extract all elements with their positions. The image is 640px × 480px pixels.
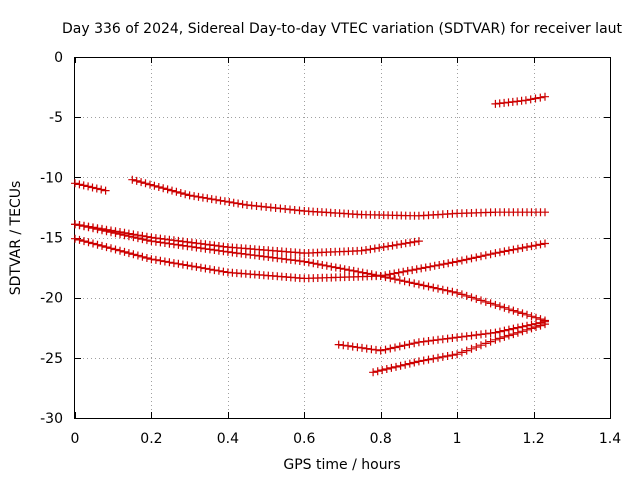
chart-title: Day 336 of 2024, Sidereal Day-to-day VTE… [62,21,623,37]
series-arc6 [334,317,549,355]
data-markers [369,320,549,377]
x-tick-label: 1 [453,431,462,447]
series-arc1 [71,179,110,195]
y-tick-label: -30 [40,411,63,427]
series-arc5 [71,234,549,283]
y-tick-label: -20 [40,291,63,307]
grid [75,57,610,418]
x-tick-label: 0.2 [140,431,162,447]
series-arc7 [369,320,549,377]
y-tick-label: -15 [40,231,63,247]
x-tick-label: 0.8 [370,431,392,447]
x-tick-label: 1.2 [522,431,544,447]
x-tick-label: 0.6 [293,431,315,447]
y-axis-label: SDTVAR / TECUs [8,181,24,296]
data-markers [334,317,549,355]
x-tick-label: 0.4 [217,431,239,447]
y-tick-label: -25 [40,351,63,367]
x-axis-label: GPS time / hours [283,457,400,473]
y-tick-label: -5 [49,110,63,126]
axis-ticks [75,57,611,419]
y-tick-label: -10 [40,170,63,186]
x-tick-label: 1.4 [599,431,621,447]
y-tick-label: 0 [54,50,63,66]
tick-labels: 0 0.2 0.4 0.6 0.8 1 1.2 1.4 0 -5 -10 -15 -20 -25 -30 [40,50,621,447]
data-markers [71,234,549,283]
data-markers [128,175,549,220]
data-series [71,92,549,377]
data-markers [491,92,549,108]
series-arc2 [128,175,549,220]
series-arc8 [491,92,549,108]
data-markers [71,179,110,195]
x-tick-label: 0 [71,431,80,447]
